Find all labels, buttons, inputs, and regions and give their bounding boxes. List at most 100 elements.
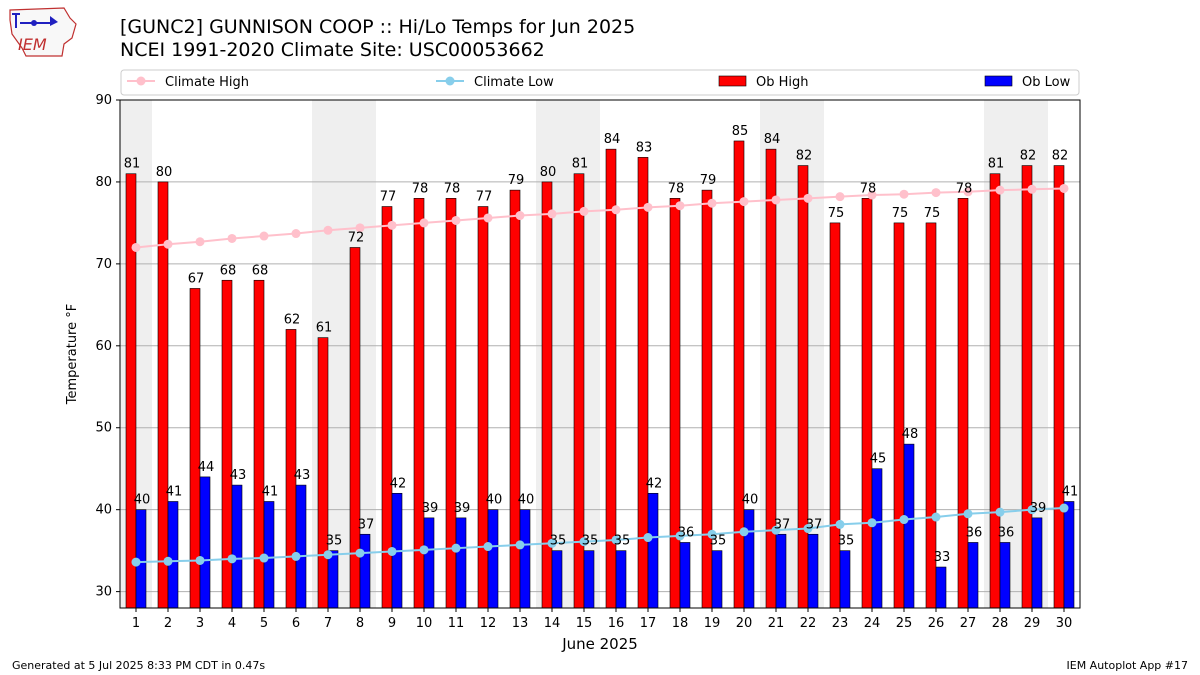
ob-low-value: 45 xyxy=(870,452,887,467)
ob-high-value: 75 xyxy=(892,206,909,221)
climate-high-point xyxy=(643,202,653,212)
x-tick-label: 5 xyxy=(260,616,268,631)
ob-high-value: 67 xyxy=(188,271,205,286)
x-tick-label: 10 xyxy=(416,616,433,631)
ob-high-bar-21 xyxy=(765,148,777,609)
ob-high-value: 81 xyxy=(124,157,141,172)
ob-low-value: 42 xyxy=(646,476,663,491)
ob-high-value: 80 xyxy=(156,165,173,180)
x-tick-label: 6 xyxy=(292,616,300,631)
ob-low-value: 41 xyxy=(262,484,279,499)
climate-low-point xyxy=(707,529,717,539)
x-tick-label: 21 xyxy=(768,616,785,631)
ob-high-value: 61 xyxy=(316,321,333,336)
climate-low-point xyxy=(963,509,973,519)
legend-climate-high-label: Climate High xyxy=(165,75,249,90)
legend-climate-low-label: Climate Low xyxy=(474,75,554,90)
ob-high-value: 75 xyxy=(828,206,845,221)
ob-low-bar-28 xyxy=(999,542,1011,609)
x-tick-label: 14 xyxy=(544,616,561,631)
ob-low-bar-29 xyxy=(1031,517,1043,609)
x-tick-label: 16 xyxy=(608,616,625,631)
climate-high-point xyxy=(995,185,1005,195)
ob-low-bar-13 xyxy=(519,509,531,609)
climate-low-point xyxy=(131,557,141,567)
ob-low-bar-4 xyxy=(231,484,243,609)
climate-low-point xyxy=(803,524,813,534)
legend-box xyxy=(120,69,1080,96)
y-tick-label: 40 xyxy=(95,503,112,518)
climate-low-point xyxy=(483,542,493,552)
ob-high-bar-29 xyxy=(1021,165,1033,609)
climate-high-point xyxy=(899,189,909,199)
climate-low-point xyxy=(1027,505,1037,515)
ob-high-value: 85 xyxy=(732,124,749,139)
ob-low-bar-18 xyxy=(679,542,691,609)
ob-low-value: 43 xyxy=(230,468,247,483)
climate-low-point xyxy=(323,550,333,560)
climate-low-point xyxy=(611,535,621,545)
ob-low-value: 35 xyxy=(710,534,727,549)
ob-high-bar-22 xyxy=(797,165,809,609)
ob-low-bar-12 xyxy=(487,509,499,609)
plot-frame xyxy=(119,99,1081,609)
x-tick-label: 24 xyxy=(864,616,881,631)
ob-low-bar-8 xyxy=(359,533,371,609)
ob-low-bar-16 xyxy=(615,550,627,609)
climate-low-point xyxy=(259,553,269,563)
y-tick-label: 60 xyxy=(95,339,112,354)
climate-high-point xyxy=(419,218,429,228)
ob-high-bar-24 xyxy=(861,198,873,609)
iem-logo: IEM xyxy=(9,7,77,57)
logo-text: IEM xyxy=(18,35,47,54)
ob-high-bar-28 xyxy=(989,173,1001,609)
climate-high-point xyxy=(963,187,973,197)
climate-high-point xyxy=(1059,183,1069,193)
climate-high-point xyxy=(611,205,621,215)
x-tick-label: 3 xyxy=(196,616,204,631)
climate-lines xyxy=(131,183,1069,567)
ob-low-value: 35 xyxy=(614,534,631,549)
ob-low-bar-30 xyxy=(1063,501,1075,609)
climate-low-point xyxy=(1059,503,1069,513)
ob-low-bar-11 xyxy=(455,517,467,609)
x-tick-label: 8 xyxy=(356,616,364,631)
ob-low-bar-15 xyxy=(583,550,595,609)
ob-high-value: 68 xyxy=(220,263,237,278)
ob-high-value: 84 xyxy=(604,132,621,147)
climate-low-point xyxy=(995,507,1005,517)
bar-value-labels: 81 40 80 41 67 44 68 43 68 41 62 43 61 35 72 37 77 42 78 39… xyxy=(124,124,1079,565)
ob-low-bar-3 xyxy=(199,476,211,609)
x-axis-label: June 2025 xyxy=(561,635,638,653)
chart-subtitle: NCEI 1991-2020 Climate Site: USC00053662 xyxy=(120,39,545,61)
ob-low-value: 37 xyxy=(774,517,791,532)
ob-low-value: 40 xyxy=(518,493,535,508)
ob-low-value: 36 xyxy=(678,525,695,540)
ob-low-value: 40 xyxy=(742,493,759,508)
x-tick-label: 26 xyxy=(928,616,945,631)
ob-high-value: 78 xyxy=(444,181,461,196)
climate-high-point xyxy=(195,237,205,247)
ob-high-value: 78 xyxy=(412,181,429,196)
ob-high-value: 81 xyxy=(572,157,589,172)
x-tick-label: 17 xyxy=(640,616,657,631)
ob-low-bar-6 xyxy=(295,484,307,609)
ob-high-value: 62 xyxy=(284,312,301,327)
x-tick-label: 30 xyxy=(1056,616,1073,631)
climate-low-point xyxy=(195,555,205,565)
ob-high-value: 68 xyxy=(252,263,269,278)
ob-high-value: 78 xyxy=(860,181,877,196)
climate-low-point xyxy=(675,531,685,541)
ob-high-bar-1 xyxy=(125,173,137,609)
x-tick-label: 25 xyxy=(896,616,913,631)
legend-ob-low-label: Ob Low xyxy=(1022,75,1071,90)
x-tick-label: 13 xyxy=(512,616,529,631)
ob-low-value: 41 xyxy=(1062,484,1079,499)
climate-low-point xyxy=(419,545,429,555)
climate-high-point xyxy=(291,229,301,239)
climate-high-point xyxy=(739,197,749,207)
ob-high-value: 72 xyxy=(348,230,365,245)
climate-high-point xyxy=(707,198,717,208)
y-tick-label: 70 xyxy=(95,257,112,272)
ob-high-value: 79 xyxy=(508,173,525,188)
